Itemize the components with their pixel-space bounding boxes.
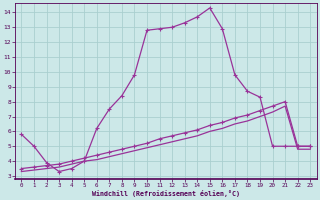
X-axis label: Windchill (Refroidissement éolien,°C): Windchill (Refroidissement éolien,°C) — [92, 190, 240, 197]
